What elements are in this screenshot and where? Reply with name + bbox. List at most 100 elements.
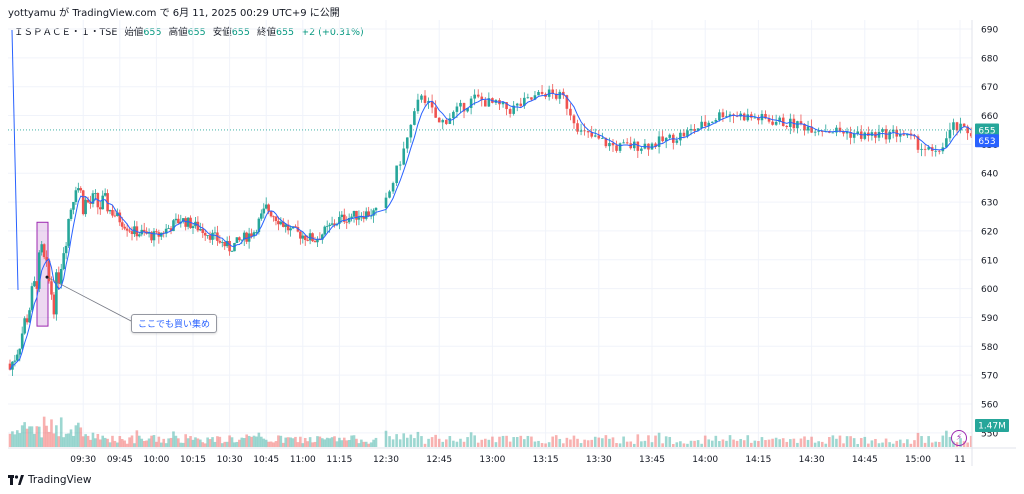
volume-bar xyxy=(533,441,537,447)
volume-bar xyxy=(69,429,73,447)
volume-bar xyxy=(494,442,498,447)
legend-symbol[interactable]: ＩＳＰＡＣＥ・１・TSE xyxy=(14,27,118,38)
volume-bar xyxy=(94,438,97,447)
candle-body xyxy=(484,100,487,107)
annotation-anchor-dot xyxy=(45,275,49,279)
volume-bar xyxy=(42,416,46,447)
candle-body xyxy=(42,244,46,258)
candle-body xyxy=(360,216,363,218)
y-tick-label: 630 xyxy=(981,199,998,209)
candle-body xyxy=(679,132,682,141)
candle-body xyxy=(345,221,349,223)
candle-body xyxy=(799,121,803,125)
candle-body xyxy=(372,210,375,216)
candle-body xyxy=(820,130,824,132)
volume-bar xyxy=(781,438,785,447)
candle-body xyxy=(434,107,437,118)
candle-body xyxy=(608,143,611,147)
candle-body xyxy=(576,123,579,132)
volume-bar xyxy=(632,443,636,447)
candle-body xyxy=(710,121,714,123)
volume-bar xyxy=(902,443,906,447)
volume-bar xyxy=(260,436,263,447)
volume-bar xyxy=(884,438,888,447)
footer-brand: TradingView xyxy=(8,474,91,486)
volume-bar xyxy=(558,438,562,447)
candle-body xyxy=(898,134,902,137)
volume-bar xyxy=(372,439,375,447)
volume-bar xyxy=(20,425,24,447)
volume-bar xyxy=(700,443,703,447)
annotation-callout[interactable]: ここでも買い集め xyxy=(131,314,218,333)
volume-bar xyxy=(941,435,945,447)
candle-body xyxy=(269,211,273,217)
volume-bar xyxy=(710,440,714,447)
y-tick-label: 640 xyxy=(981,170,998,180)
candle-body xyxy=(279,221,283,225)
candle-body xyxy=(778,117,781,122)
candle-body xyxy=(328,224,331,227)
candle-body xyxy=(13,360,17,362)
volume-bar xyxy=(395,434,398,447)
volume-bar xyxy=(569,439,572,447)
candle-body xyxy=(23,318,26,334)
candle-body xyxy=(106,193,109,212)
candle-body xyxy=(352,210,356,217)
x-tick-label: 10:45 xyxy=(253,455,279,465)
volume-bar xyxy=(519,435,523,447)
volume-bar xyxy=(796,442,799,447)
legend-open-label: 始値 xyxy=(124,27,144,38)
candle-body xyxy=(152,231,156,241)
volume-bar xyxy=(597,437,601,447)
candle-body xyxy=(618,143,622,151)
candle-body xyxy=(213,232,217,234)
volume-bar xyxy=(30,426,34,447)
volume-bar xyxy=(817,441,820,447)
candle-body xyxy=(242,232,246,240)
volume-bar xyxy=(778,439,781,447)
candle-body xyxy=(113,215,117,217)
candle-body xyxy=(33,281,36,287)
volume-bar xyxy=(333,436,336,447)
volume-bar xyxy=(593,436,597,447)
x-tick-label: 11:15 xyxy=(326,455,352,465)
legend-open-value: 655 xyxy=(143,27,162,38)
volume-bar xyxy=(291,438,295,447)
candle-body xyxy=(636,141,640,151)
volume-bar xyxy=(746,435,750,447)
candle-body xyxy=(264,204,268,209)
volume-bar xyxy=(824,443,828,447)
candle-body xyxy=(84,199,87,215)
volume-bar xyxy=(81,436,85,447)
candle-body xyxy=(340,214,344,217)
bolt-icon[interactable]: ⚡ xyxy=(951,430,967,446)
legend-close-value: 655 xyxy=(275,27,295,38)
volume-bar xyxy=(540,443,544,447)
candle-body xyxy=(902,134,906,136)
candle-body xyxy=(441,120,445,123)
volume-bar xyxy=(842,443,845,447)
volume-bar xyxy=(916,432,920,447)
candle-body xyxy=(260,213,263,219)
volume-bar xyxy=(604,435,608,447)
candle-body xyxy=(554,93,558,99)
volume-bar xyxy=(647,435,650,447)
candle-body xyxy=(177,218,180,224)
volume-bar xyxy=(544,443,547,447)
candle-body xyxy=(294,226,297,228)
volume-bar xyxy=(664,436,668,447)
candle-body xyxy=(913,135,916,137)
volume-bar xyxy=(622,436,625,447)
candle-body xyxy=(955,122,959,131)
candle-body xyxy=(277,220,280,225)
candle-body xyxy=(16,354,19,361)
volume-bar xyxy=(523,439,526,447)
candle-body xyxy=(888,131,891,140)
volume-bar xyxy=(398,439,402,447)
candle-body xyxy=(789,118,792,127)
volume-bar xyxy=(930,442,934,447)
volume-bar xyxy=(742,440,746,447)
candle-body xyxy=(444,120,448,124)
volume-bar xyxy=(491,436,494,447)
